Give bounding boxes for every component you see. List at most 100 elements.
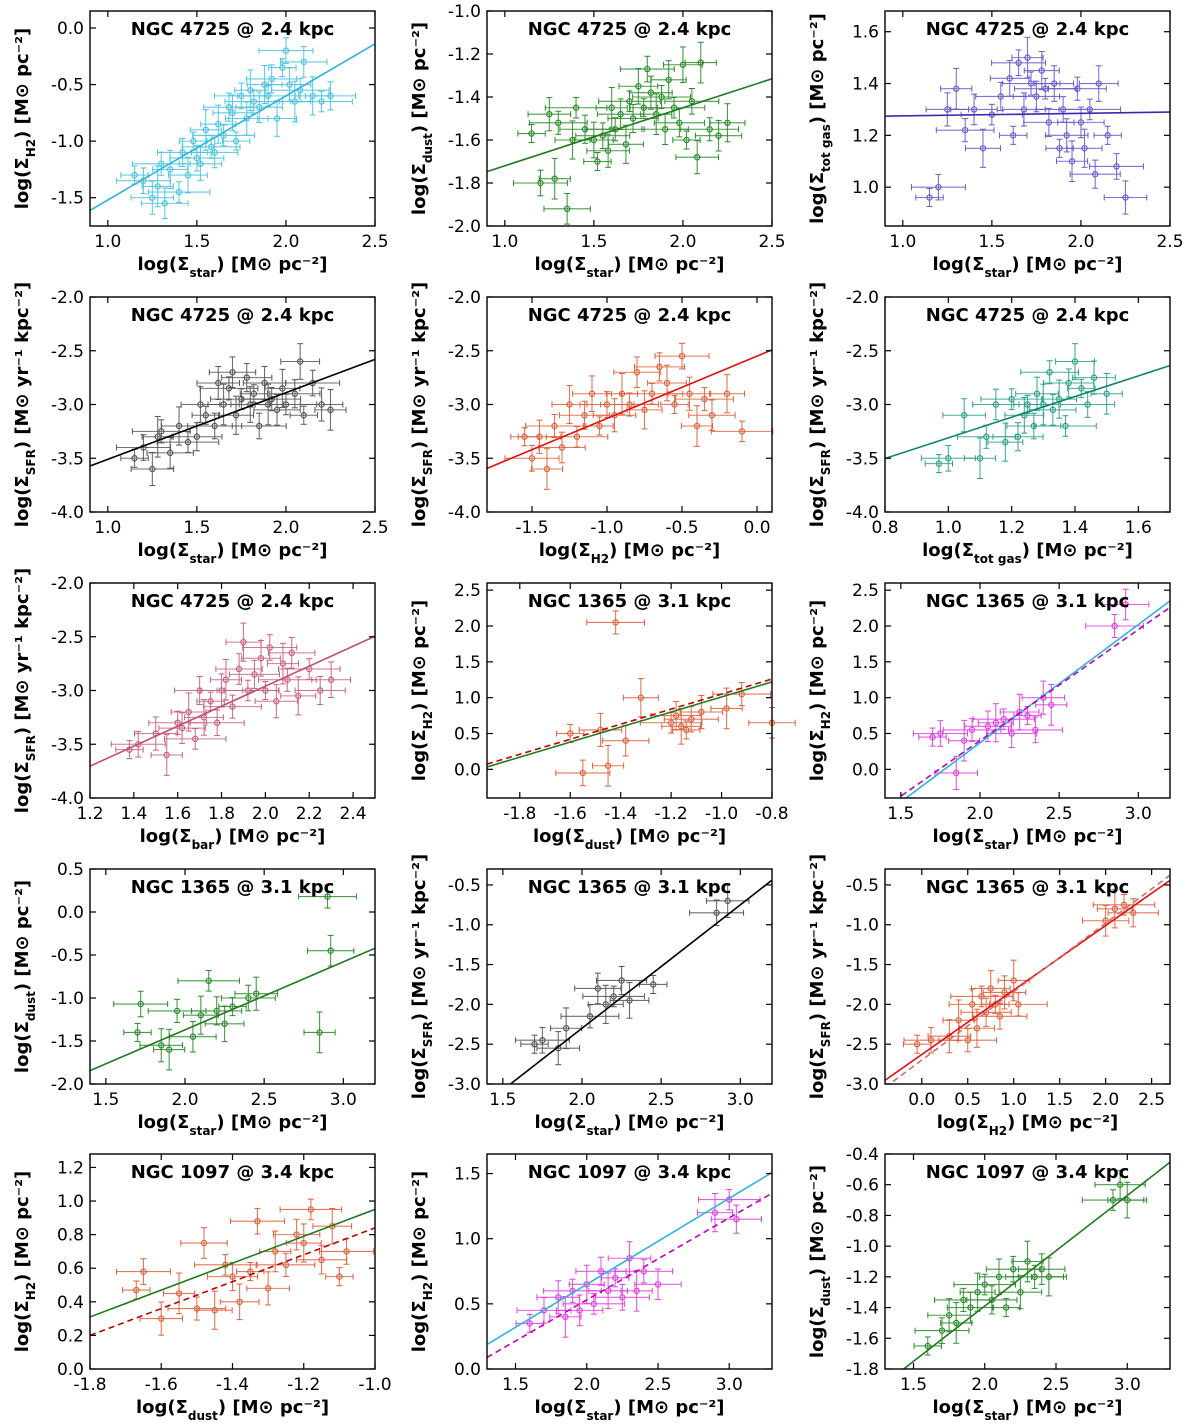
x-tick-label: -1.6 xyxy=(145,1375,178,1395)
y-tick-label: 0.5 xyxy=(454,725,481,745)
y-axis-label: log(Σdust) [M⊙ pc⁻²] xyxy=(409,22,435,215)
data-point xyxy=(189,709,245,737)
x-tick-label: -1.2 xyxy=(287,1375,320,1395)
x-tick-label: 2.5 xyxy=(1046,804,1073,824)
y-tick-label: -2.0 xyxy=(51,288,84,308)
data-point xyxy=(515,1313,544,1333)
data-point xyxy=(596,965,648,996)
chart-title: NGC 4725 @ 2.4 kpc xyxy=(926,305,1130,326)
panel-3: 1.0 1.5 2.0 2.5 1.0 1.2 1.4 1.6 NGC 4725 @ 2.4 k… xyxy=(807,10,1184,280)
data-point xyxy=(196,691,225,711)
data-point xyxy=(122,1280,151,1300)
data-point xyxy=(139,1301,184,1336)
data-point xyxy=(218,997,247,1017)
chart-title: NGC 4725 @ 2.4 kpc xyxy=(528,19,732,40)
data-points xyxy=(912,588,1150,790)
fit-line xyxy=(90,358,375,467)
chart-title: NGC 1365 @ 3.1 kpc xyxy=(131,877,335,898)
x-tick-label: 2.2 xyxy=(296,804,323,824)
data-point xyxy=(545,425,609,448)
panel-5: -1.5 -1.0 -0.5 0.0 -4.0 -3.5 -3.0 -2.5 -2.0 NGC 4… xyxy=(409,282,774,566)
data-point xyxy=(963,437,997,480)
data-point xyxy=(264,368,301,408)
x-tick-label: 0.0 xyxy=(908,1090,935,1110)
y-axis-label: log(ΣSFR) [M⊙ yr⁻¹ kpc⁻²] xyxy=(409,854,435,1099)
y-tick-label: -4.0 xyxy=(51,789,84,809)
y-tick-label: -2.0 xyxy=(846,995,879,1015)
x-tick-label: 1.5 xyxy=(1046,1090,1073,1110)
y-axis-label: log(Σdust) [M⊙ pc⁻²] xyxy=(12,880,38,1073)
x-axis-label: log(Σdust) [M⊙ pc⁻²] xyxy=(533,826,726,852)
panel-8: -1.8 -1.6 -1.4 -1.2 -1.0 -0.8 0.0 0.5 1.0 1.5 2.0 2… xyxy=(409,581,796,852)
data-point xyxy=(950,93,998,126)
y-tick-label: 0.4 xyxy=(57,1293,84,1313)
data-point xyxy=(1055,140,1089,183)
data-point xyxy=(303,1011,336,1054)
data-points xyxy=(113,884,357,1071)
data-point xyxy=(528,110,588,135)
x-axis-label: log(Σstar) [M⊙ pc⁻²] xyxy=(137,1112,327,1138)
y-tick-label: 1.2 xyxy=(57,1158,84,1178)
x-tick-label: 1.5 xyxy=(489,1090,516,1110)
panel-4: 1.0 1.5 2.0 2.5 -4.0 -3.5 -3.0 -2.5 -2.0 NGC 4725… xyxy=(12,282,389,566)
x-tick-label: 1.6 xyxy=(1125,518,1152,538)
data-point xyxy=(618,67,659,105)
chart-title: NGC 1365 @ 3.1 kpc xyxy=(528,591,732,612)
data-point xyxy=(1027,383,1060,426)
data-point xyxy=(196,1290,233,1330)
data-points xyxy=(515,1188,762,1338)
data-point xyxy=(231,412,287,440)
x-tick-label: 1.5 xyxy=(183,518,210,538)
data-points xyxy=(115,37,357,220)
fit-line xyxy=(885,879,1170,1081)
data-point xyxy=(279,1198,343,1221)
data-point xyxy=(586,610,646,635)
plot-frame xyxy=(884,582,1171,799)
x-tick-label: 1.8 xyxy=(208,804,235,824)
x-tick-label: 1.5 xyxy=(183,232,210,252)
x-axis-label: log(Σstar) [M⊙ pc⁻²] xyxy=(534,254,724,280)
data-point xyxy=(964,128,1001,168)
data-point xyxy=(299,387,344,422)
y-tick-label: -1.2 xyxy=(448,45,481,65)
data-point xyxy=(208,356,257,389)
data-point xyxy=(959,1272,996,1312)
data-point xyxy=(991,1298,1021,1318)
data-point xyxy=(325,1267,354,1287)
x-tick-label: 1.0 xyxy=(94,518,121,538)
data-point xyxy=(156,431,220,453)
y-axis-label: log(ΣSFR) [M⊙ yr⁻¹ kpc⁻²] xyxy=(807,282,833,527)
fit-line-dashed xyxy=(90,1227,375,1337)
data-point xyxy=(314,389,347,431)
data-point xyxy=(915,187,944,208)
data-point xyxy=(664,88,720,115)
y-tick-label: -1.6 xyxy=(448,131,481,151)
x-tick-label: -0.8 xyxy=(755,804,788,824)
x-tick-label: 1.0 xyxy=(889,232,916,252)
y-tick-label: 2.0 xyxy=(852,617,879,637)
data-point xyxy=(289,405,318,425)
data-point xyxy=(280,676,317,716)
data-point xyxy=(141,187,189,220)
data-point xyxy=(239,384,269,404)
data-point xyxy=(254,684,299,719)
y-tick-label: 0.2 xyxy=(57,1326,84,1346)
x-tick-label: 2.4 xyxy=(340,804,367,824)
data-point xyxy=(115,1258,171,1285)
data-point xyxy=(228,659,281,689)
data-point xyxy=(113,990,169,1018)
data-point xyxy=(1018,1253,1066,1285)
chart-title: NGC 4725 @ 2.4 kpc xyxy=(528,305,732,326)
data-point xyxy=(697,1188,761,1211)
data-point xyxy=(141,165,174,208)
x-tick-label: 2.0 xyxy=(272,232,299,252)
y-tick-label: -1.6 xyxy=(846,1329,879,1349)
y-tick-label: -2.0 xyxy=(51,1075,84,1095)
fit-line xyxy=(487,77,772,173)
data-point xyxy=(280,46,328,78)
y-tick-label: -0.6 xyxy=(846,1176,879,1196)
data-point xyxy=(660,394,689,415)
fit-line-dashed xyxy=(487,678,772,765)
x-tick-label: 2.5 xyxy=(361,518,388,538)
data-point xyxy=(582,985,645,1008)
